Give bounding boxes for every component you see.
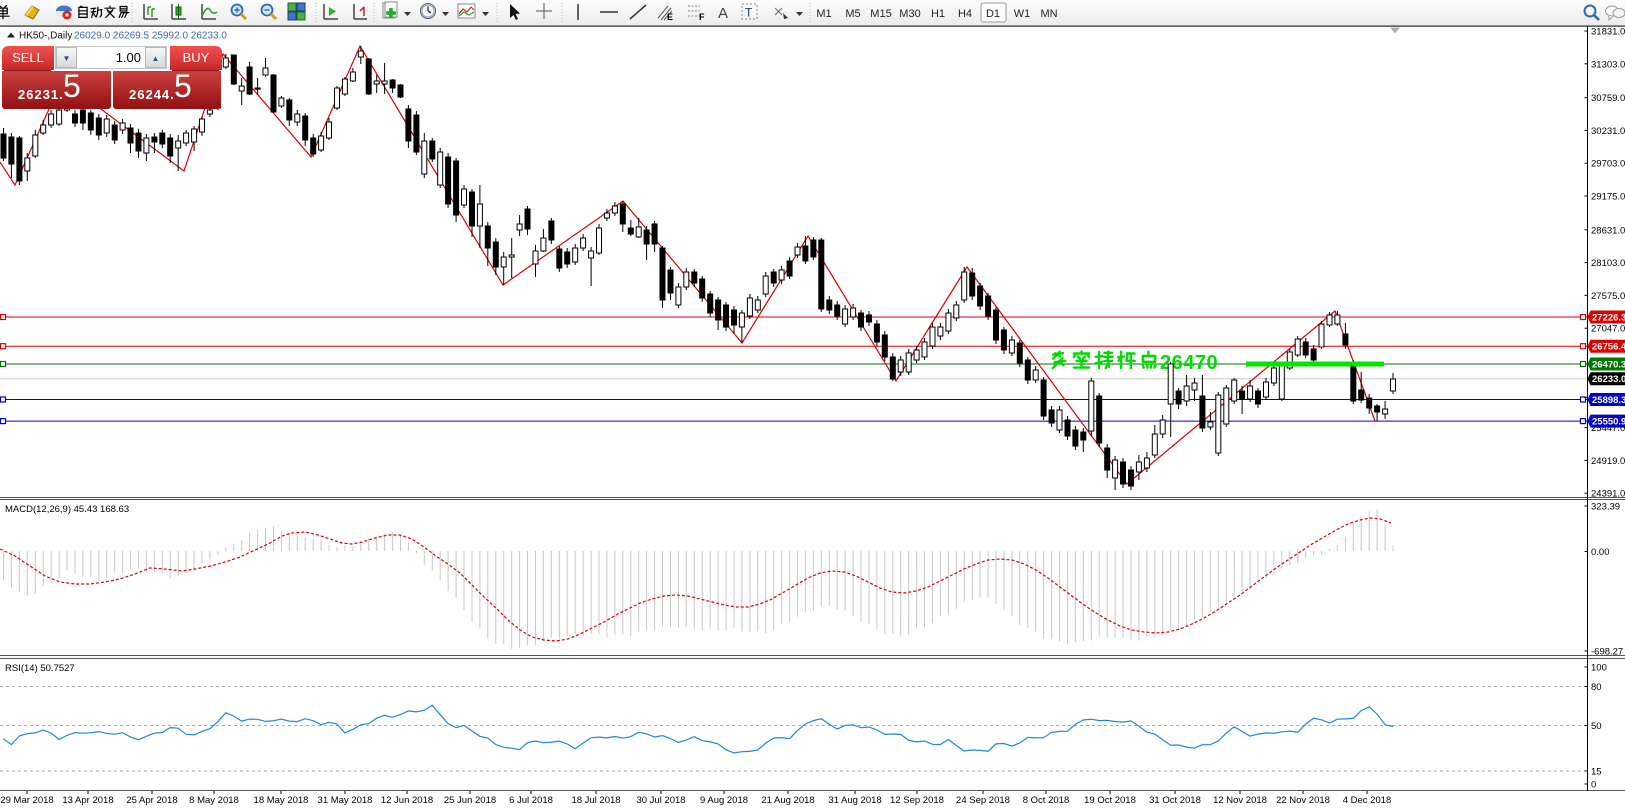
svg-text:13 Apr 2018: 13 Apr 2018 [62,795,113,806]
svg-text:26029.0 26269.5 25992.0 26233.: 26029.0 26269.5 25992.0 26233.0 [74,31,227,42]
svg-text:30 Jul 2018: 30 Jul 2018 [636,795,685,806]
svg-text:F: F [699,12,705,22]
svg-text:323.39: 323.39 [1591,502,1620,513]
svg-text:29 Mar 2018: 29 Mar 2018 [0,795,53,806]
svg-text:E: E [667,12,673,22]
svg-text:M30: M30 [899,8,920,20]
svg-text:30759.0: 30759.0 [1591,93,1625,104]
svg-text:25550.9: 25550.9 [1592,417,1625,428]
svg-text:22 Nov 2018: 22 Nov 2018 [1276,795,1330,806]
svg-text:29175.0: 29175.0 [1591,192,1625,203]
svg-text:M15: M15 [870,8,891,20]
svg-text:15: 15 [1591,767,1602,778]
svg-text:H1: H1 [931,8,945,20]
svg-text:HK50-,Daily: HK50-,Daily [19,31,72,42]
svg-text:4 Dec 2018: 4 Dec 2018 [1343,795,1392,806]
svg-text:12 Nov 2018: 12 Nov 2018 [1213,795,1267,806]
svg-text:31831.0: 31831.0 [1591,27,1625,38]
svg-text:18 Jul 2018: 18 Jul 2018 [571,795,620,806]
svg-text:28103.0: 28103.0 [1591,258,1625,269]
svg-text:8 Oct 2018: 8 Oct 2018 [1023,795,1069,806]
svg-text:H4: H4 [958,8,972,20]
svg-text:M1: M1 [816,8,831,20]
svg-text:12 Sep 2018: 12 Sep 2018 [890,795,944,806]
svg-text:27226.3: 27226.3 [1592,313,1625,324]
svg-text:26470.3: 26470.3 [1592,360,1625,371]
svg-text:29703.0: 29703.0 [1591,159,1625,170]
svg-text:RSI(14) 50.7527: RSI(14) 50.7527 [5,663,75,674]
svg-text:W1: W1 [1014,8,1031,20]
svg-text:31 May 2018: 31 May 2018 [318,795,373,806]
svg-text:18 May 2018: 18 May 2018 [254,795,309,806]
svg-text:24919.0: 24919.0 [1591,456,1625,467]
svg-text:31 Oct 2018: 31 Oct 2018 [1149,795,1201,806]
svg-text:27575.0: 27575.0 [1591,291,1625,302]
svg-text:6 Jul 2018: 6 Jul 2018 [509,795,553,806]
svg-text:30231.0: 30231.0 [1591,126,1625,137]
svg-text:27047.0: 27047.0 [1591,324,1625,335]
svg-text:M5: M5 [845,8,860,20]
svg-text:21 Aug 2018: 21 Aug 2018 [761,795,814,806]
svg-text:50: 50 [1591,721,1602,732]
svg-text:25 Apr 2018: 25 Apr 2018 [126,795,177,806]
svg-text:24 Sep 2018: 24 Sep 2018 [956,795,1010,806]
svg-text:0: 0 [1591,780,1596,791]
svg-text:8 May 2018: 8 May 2018 [189,795,239,806]
svg-text:0.00: 0.00 [1591,547,1610,558]
svg-text:25898.3: 25898.3 [1592,395,1625,406]
svg-text:T: T [745,6,753,20]
svg-text:A: A [718,5,728,22]
svg-text:31303.0: 31303.0 [1591,59,1625,70]
svg-text:12 Jun 2018: 12 Jun 2018 [381,795,433,806]
svg-text:80: 80 [1591,682,1602,693]
svg-text:28631.0: 28631.0 [1591,225,1625,236]
svg-text:MACD(12,26,9) 45.43 168.63: MACD(12,26,9) 45.43 168.63 [5,504,129,515]
svg-text:19 Oct 2018: 19 Oct 2018 [1084,795,1136,806]
svg-text:31 Aug 2018: 31 Aug 2018 [828,795,881,806]
svg-text:24391.0: 24391.0 [1591,489,1625,500]
svg-text:26233.0: 26233.0 [1592,374,1625,385]
svg-text:MN: MN [1040,8,1057,20]
svg-text:D1: D1 [986,8,1000,20]
svg-text:100: 100 [1591,663,1607,674]
svg-text:25447.0: 25447.0 [1591,423,1625,434]
svg-text:26756.4: 26756.4 [1592,342,1625,353]
svg-text:25 Jun 2018: 25 Jun 2018 [444,795,496,806]
svg-text:9 Aug 2018: 9 Aug 2018 [700,795,748,806]
svg-text:26470: 26470 [1160,352,1218,374]
svg-text:-698.27: -698.27 [1591,647,1623,658]
